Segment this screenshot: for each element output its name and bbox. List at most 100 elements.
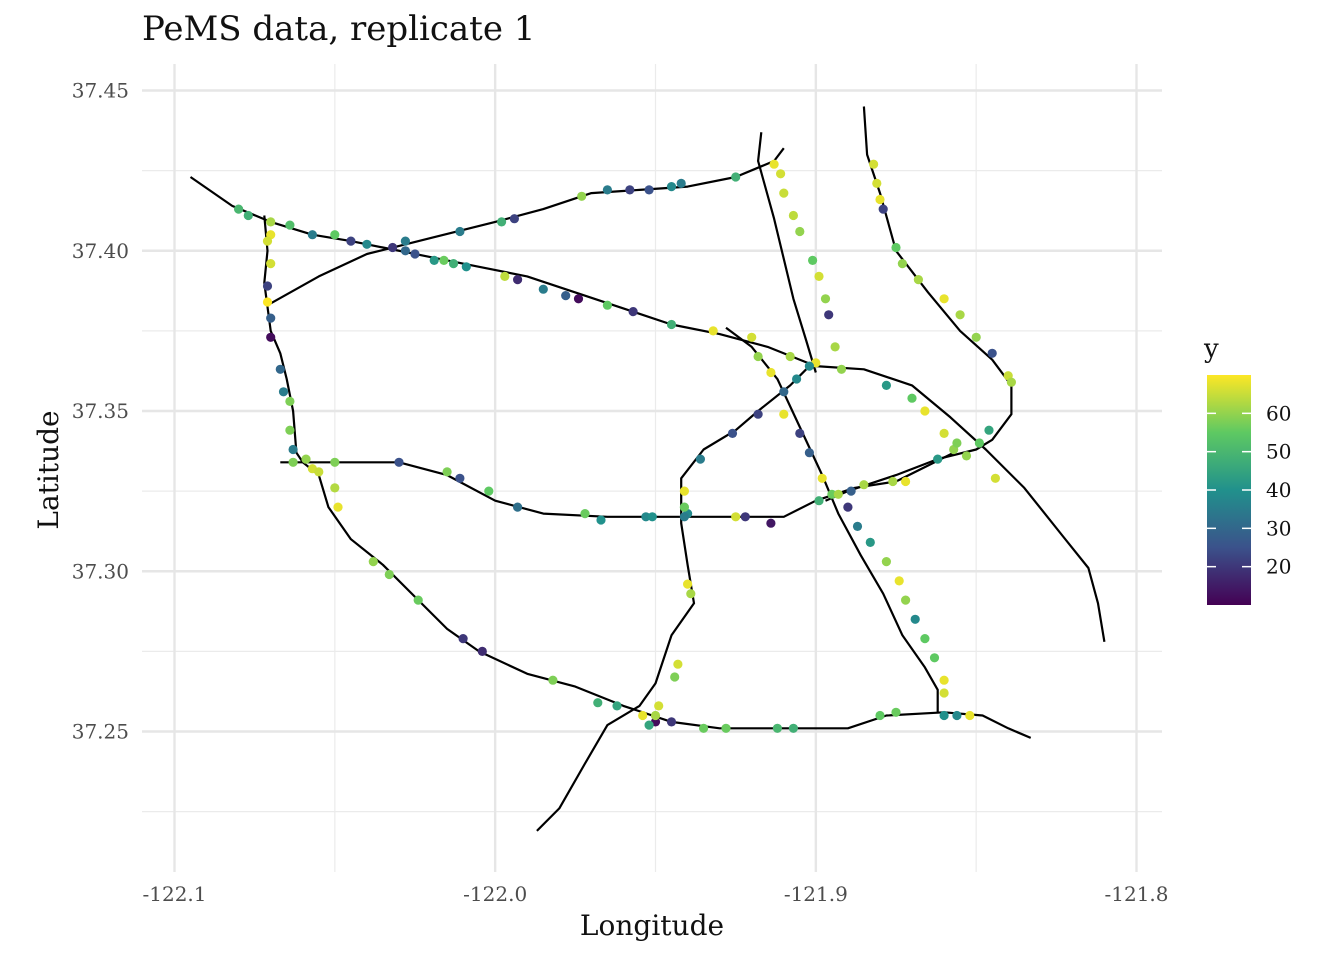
sensor-point bbox=[952, 710, 962, 721]
sensor-point bbox=[484, 486, 494, 496]
color-legend: y 20 30 40 50 60 bbox=[1203, 334, 1291, 605]
sensor-point bbox=[368, 557, 378, 567]
road-line bbox=[725, 326, 939, 713]
sensor-point bbox=[779, 188, 789, 198]
sensor-point bbox=[650, 710, 661, 721]
sensor-point bbox=[913, 275, 924, 285]
sensor-point bbox=[262, 236, 273, 246]
sensor-point bbox=[500, 271, 510, 281]
sensor-point bbox=[865, 537, 875, 548]
sensor-point bbox=[234, 204, 244, 214]
sensor-point bbox=[859, 480, 869, 490]
sensor-point bbox=[301, 454, 311, 464]
sensor-point bbox=[330, 457, 340, 467]
sensor-point bbox=[400, 236, 410, 246]
sensor-point bbox=[346, 236, 356, 246]
y-tick-label: 37.45 bbox=[72, 79, 129, 103]
sensor-point bbox=[455, 473, 465, 483]
y-axis-ticks: 37.25 37.30 37.35 37.40 37.45 bbox=[72, 79, 129, 744]
sensor-point bbox=[792, 374, 802, 384]
sensor-point bbox=[676, 178, 686, 188]
sensor-point bbox=[753, 409, 763, 419]
chart-title: PeMS data, replicate 1 bbox=[142, 9, 535, 49]
sensor-point bbox=[561, 291, 571, 301]
road-line bbox=[266, 147, 785, 307]
road-line bbox=[536, 368, 807, 832]
sensor-point bbox=[695, 454, 706, 464]
sensor-point bbox=[708, 326, 718, 336]
sensor-point bbox=[955, 310, 965, 320]
sensor-point bbox=[753, 351, 763, 362]
sensor-point bbox=[952, 438, 962, 448]
road-line bbox=[263, 215, 1032, 739]
sensor-point bbox=[410, 249, 420, 259]
sensor-point bbox=[330, 230, 340, 240]
sensor-point bbox=[785, 351, 795, 362]
sensor-point bbox=[654, 701, 664, 711]
sensor-point bbox=[974, 438, 985, 448]
sensor-point bbox=[747, 332, 757, 342]
sensor-point bbox=[894, 576, 904, 586]
sensor-point bbox=[901, 595, 911, 605]
y-tick-label: 37.40 bbox=[72, 239, 129, 263]
sensor-point bbox=[776, 169, 786, 179]
sensor-point bbox=[795, 226, 805, 237]
sensor-point bbox=[901, 476, 911, 487]
sensor-point bbox=[513, 502, 523, 512]
sensor-point bbox=[644, 720, 654, 730]
sensor-point bbox=[400, 246, 410, 256]
legend-tick-label: 40 bbox=[1266, 478, 1291, 502]
sensor-point bbox=[679, 502, 690, 512]
x-tick-label: -122.1 bbox=[142, 882, 206, 906]
sensor-point bbox=[596, 515, 606, 525]
sensor-point bbox=[394, 457, 404, 467]
sensor-point bbox=[602, 300, 613, 310]
sensor-point bbox=[740, 512, 750, 522]
sensor-point bbox=[509, 214, 519, 224]
sensor-point bbox=[699, 723, 709, 733]
legend-tick-label: 20 bbox=[1266, 555, 1291, 579]
sensor-point bbox=[266, 313, 276, 323]
sensor-point bbox=[266, 259, 276, 269]
sensor-point bbox=[497, 217, 507, 227]
sensor-point bbox=[788, 723, 799, 733]
road-line bbox=[757, 132, 817, 373]
sensor-point bbox=[513, 275, 523, 285]
sensor-point bbox=[455, 226, 465, 237]
sensor-point bbox=[285, 396, 295, 406]
sensor-point bbox=[779, 409, 789, 419]
sensor-points bbox=[234, 159, 1017, 733]
legend-tick-label: 60 bbox=[1266, 401, 1291, 425]
sensor-point bbox=[907, 393, 917, 403]
y-tick-label: 37.30 bbox=[72, 559, 129, 583]
x-tick-label: -122.0 bbox=[463, 882, 527, 906]
sensor-point bbox=[824, 310, 834, 320]
sensor-point bbox=[439, 255, 449, 265]
sensor-point bbox=[612, 701, 622, 711]
sensor-point bbox=[666, 182, 677, 192]
sensor-point bbox=[878, 204, 888, 214]
sensor-point bbox=[795, 428, 805, 438]
sensor-point bbox=[814, 271, 824, 281]
sensor-point bbox=[833, 489, 843, 499]
legend-title: y bbox=[1203, 334, 1219, 364]
sensor-point bbox=[644, 185, 654, 195]
sensor-point bbox=[804, 361, 815, 371]
sensor-point bbox=[666, 717, 677, 727]
sensor-point bbox=[641, 512, 651, 522]
sensor-point bbox=[1006, 377, 1017, 387]
sensor-point bbox=[875, 194, 885, 205]
sensor-point bbox=[769, 159, 779, 169]
sensor-point bbox=[262, 297, 273, 307]
sensor-point bbox=[686, 589, 696, 599]
sensor-point bbox=[628, 307, 638, 317]
sensor-point bbox=[307, 230, 317, 240]
sensor-point bbox=[788, 210, 799, 221]
sensor-point bbox=[278, 387, 289, 397]
sensor-point bbox=[830, 342, 840, 352]
sensor-point bbox=[731, 512, 741, 522]
sensor-point bbox=[939, 688, 949, 698]
sensor-point bbox=[939, 294, 949, 304]
sensor-point bbox=[679, 486, 690, 496]
